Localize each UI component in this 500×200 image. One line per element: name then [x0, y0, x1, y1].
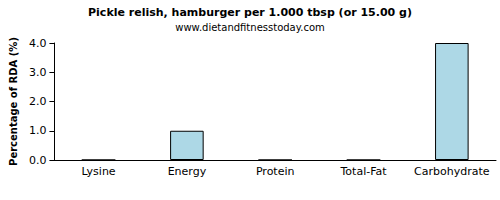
svg-text:Carbohydrate: Carbohydrate: [414, 165, 490, 178]
svg-text:1.0: 1.0: [29, 124, 47, 137]
svg-text:Total-Fat: Total-Fat: [340, 165, 388, 178]
svg-text:www.dietandfitnesstoday.com: www.dietandfitnesstoday.com: [175, 22, 324, 33]
svg-text:3.0: 3.0: [29, 66, 47, 79]
svg-text:Percentage of RDA (%): Percentage of RDA (%): [8, 37, 19, 166]
svg-text:4.0: 4.0: [29, 37, 47, 50]
svg-text:0.0: 0.0: [29, 154, 47, 167]
svg-text:2.0: 2.0: [29, 95, 47, 108]
svg-text:Pickle relish, hamburger per 1: Pickle relish, hamburger per 1.000 tbsp …: [88, 6, 412, 19]
svg-text:Energy: Energy: [168, 165, 207, 178]
svg-text:Lysine: Lysine: [81, 165, 115, 178]
svg-text:Protein: Protein: [256, 165, 295, 178]
